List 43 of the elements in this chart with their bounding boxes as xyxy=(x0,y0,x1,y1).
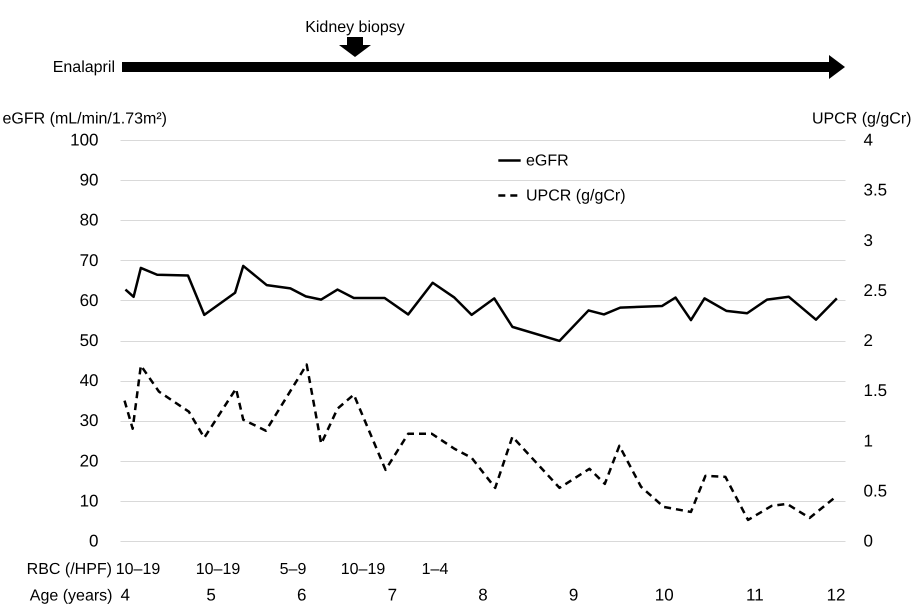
y-tick-label: 20 xyxy=(80,451,98,470)
text: 5–9 xyxy=(280,561,306,578)
text: 10–19 xyxy=(340,561,386,578)
x-tick-label: 12 xyxy=(826,586,846,604)
x-tick-label: 11 xyxy=(746,586,764,604)
y2-tick-label: 4 xyxy=(864,130,873,150)
text: Kidney biopsy xyxy=(305,19,405,36)
x-tick-label: 8 xyxy=(478,586,488,604)
x-tick-label: 7 xyxy=(388,586,398,604)
y-tick-label: 60 xyxy=(80,290,98,310)
y2-tick-label: 2 xyxy=(864,331,873,350)
text: 10–19 xyxy=(196,561,240,578)
y2-tick-label: 0 xyxy=(864,532,873,550)
text: 1–4 xyxy=(422,561,448,578)
y2-tick-label: 2.5 xyxy=(864,280,888,300)
y-tick-label: 0 xyxy=(89,532,98,550)
y-tick-label: 80 xyxy=(80,210,98,230)
line-series xyxy=(124,264,838,342)
text: RBC (/HPF) xyxy=(26,561,112,578)
y2-tick-label: 0.5 xyxy=(864,481,888,500)
y-tick-label: 50 xyxy=(80,331,98,350)
y2-tick-label: 3.5 xyxy=(864,180,888,200)
text: 10–19 xyxy=(116,561,160,578)
legend-label: UPCR (g/gCr) xyxy=(526,188,626,204)
y2-tick-label: 1 xyxy=(864,431,873,450)
y-tick-label: 90 xyxy=(80,170,98,190)
y-tick-label: 30 xyxy=(80,411,98,430)
y2-tick-label: 1.5 xyxy=(864,381,888,400)
y-tick-label: 70 xyxy=(80,250,98,270)
x-tick-label: 9 xyxy=(568,586,578,604)
band-label: Enalapril xyxy=(52,59,115,76)
y-tick-label: 100 xyxy=(70,130,98,150)
x-axis-title: Age (years) xyxy=(30,588,112,604)
y2-axis-title: UPCR (g/gCr) xyxy=(812,110,912,128)
legend-label: eGFR xyxy=(526,152,569,170)
x-tick-label: 4 xyxy=(120,586,130,604)
x-tick-label: 10 xyxy=(654,586,674,604)
y-tick-label: 10 xyxy=(80,491,98,510)
y-tick-label: 40 xyxy=(80,371,98,390)
y-axis-title: eGFR (mL/min/1.73m²) xyxy=(2,110,167,128)
y2-tick-label: 3 xyxy=(864,230,873,250)
x-tick-label: 5 xyxy=(206,586,216,604)
x-tick-label: 6 xyxy=(297,586,306,604)
